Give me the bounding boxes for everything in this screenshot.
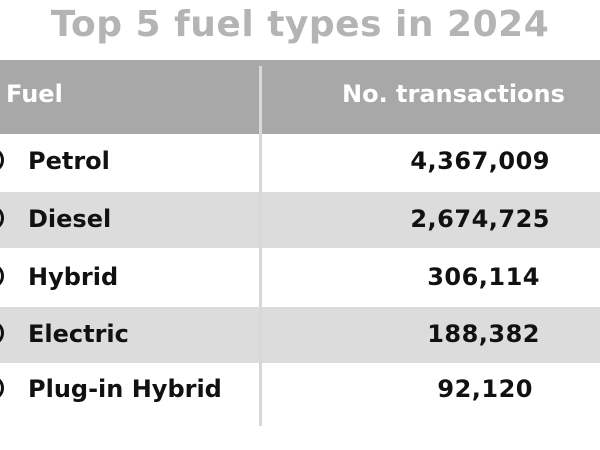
transaction-count: 4,367,009 [410,147,550,175]
header-column-divider [259,66,262,134]
bullet-icon [0,149,4,171]
fuel-name: Plug-in Hybrid [28,375,222,403]
fuel-name: Diesel [28,205,112,233]
bullet-icon [0,377,4,399]
table-row-hybrid: Hybrid 306,114 [0,250,600,306]
fuel-name: Petrol [28,147,110,175]
transaction-count: 188,382 [427,320,540,348]
table-row-plugin-hybrid: Plug-in Hybrid 92,120 [0,362,600,418]
transaction-count: 92,120 [437,375,533,403]
bullet-icon [0,265,4,287]
transaction-count: 306,114 [427,263,540,291]
transaction-count: 2,674,725 [410,205,550,233]
header-fuel: Fuel [6,80,63,108]
table-row-diesel: Diesel 2,674,725 [0,192,600,248]
bullet-icon [0,207,4,229]
page-title: Top 5 fuel types in 2024 [50,4,550,45]
body-column-divider [259,134,262,426]
table-row-petrol: Petrol 4,367,009 [0,134,600,190]
bullet-icon [0,322,4,344]
fuel-name: Electric [28,320,129,348]
table-header: Fuel No. transactions [0,60,600,134]
table-row-electric: Electric 188,382 [0,307,600,363]
header-transactions: No. transactions [342,80,565,108]
fuel-name: Hybrid [28,263,119,291]
